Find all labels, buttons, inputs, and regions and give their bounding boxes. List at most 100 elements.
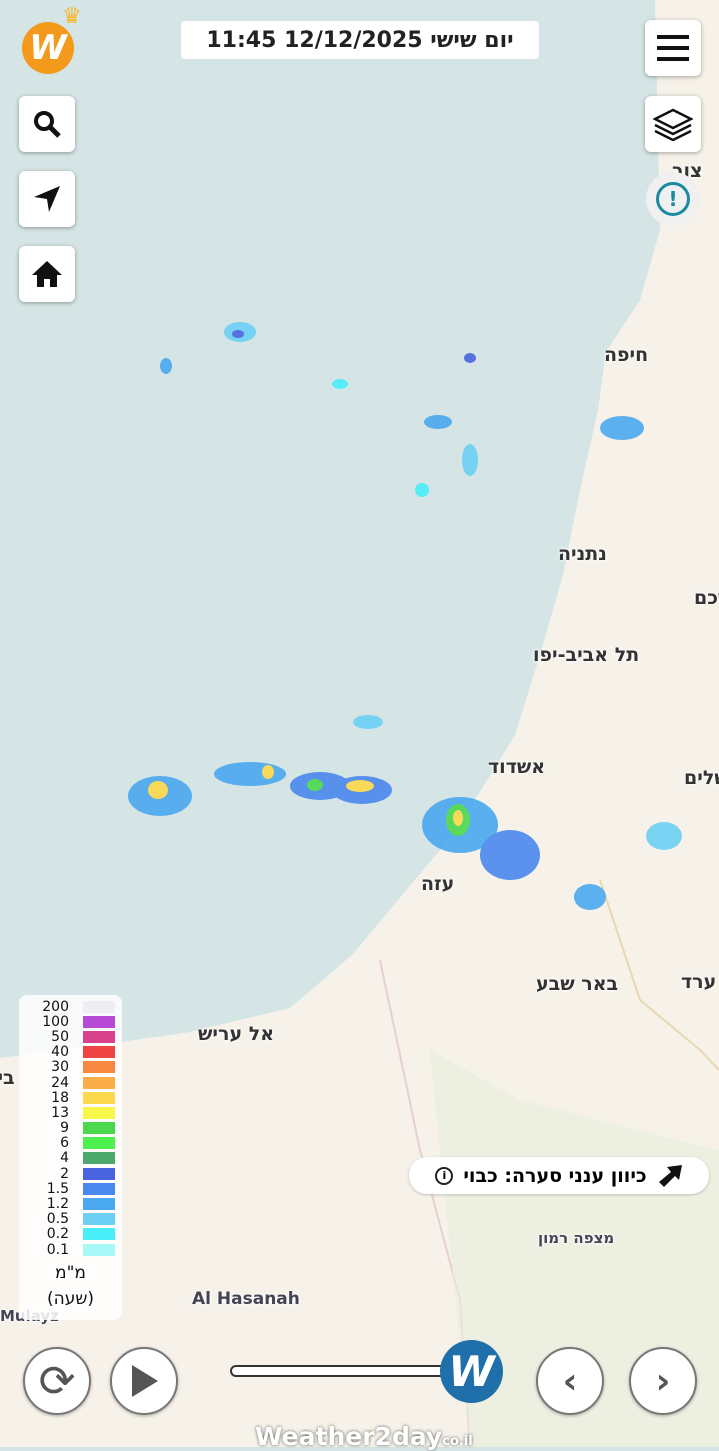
legend-swatch	[83, 1228, 115, 1241]
timeline-slider-handle[interactable]: W	[440, 1340, 503, 1403]
legend-value: 50	[51, 1028, 69, 1045]
app-logo[interactable]: W	[22, 22, 74, 74]
timeline-slider[interactable]	[230, 1365, 460, 1377]
menu-button[interactable]	[645, 20, 701, 76]
legend-value: 0.1	[46, 1241, 69, 1258]
legend-value: 9	[60, 1120, 69, 1137]
chevron-right-icon: ›	[655, 1360, 671, 1402]
city-label: מצפה רמון	[538, 1229, 615, 1247]
legend-row: 30	[25, 1060, 116, 1075]
legend-swatch	[83, 1106, 115, 1119]
legend-unit-time: (שעה)	[46, 1289, 95, 1310]
legend-value: 1.5	[46, 1180, 69, 1197]
storm-direction-toggle[interactable]: כיוון ענני סערה: כבוי i	[409, 1157, 709, 1194]
legend-row: 0.5	[25, 1212, 116, 1227]
legend-swatch	[83, 1000, 115, 1013]
brand-text: Weather2day	[255, 1422, 443, 1451]
legend-row: 40	[25, 1045, 116, 1060]
legend-row: 200	[25, 999, 116, 1014]
legend-swatch	[83, 1122, 115, 1135]
play-icon	[132, 1365, 158, 1397]
precipitation-legend: 200 100 50 40 30 24 18 13 9 6 4 2 1.5 1.2 0.5 0.2 0.1 מ"…	[19, 995, 122, 1320]
layers-button[interactable]	[645, 96, 701, 152]
legend-value: 30	[51, 1059, 69, 1076]
date-time-display: יום שישי 12/12/2025 11:45	[181, 21, 539, 59]
city-label: אל עריש	[198, 1023, 275, 1045]
radar-echoes	[128, 322, 682, 910]
home-icon	[32, 261, 62, 287]
legend-swatch	[83, 1213, 115, 1226]
menu-icon	[657, 35, 689, 61]
legend-row: 100	[25, 1014, 116, 1029]
legend-value: 200	[42, 998, 69, 1015]
legend-value: 1.2	[46, 1196, 69, 1213]
next-button[interactable]: ›	[629, 1347, 697, 1415]
home-button[interactable]	[19, 246, 75, 302]
legend-value: 4	[60, 1150, 69, 1167]
brand-watermark: Weather2dayco.il	[255, 1422, 473, 1451]
legend-row: 0.1	[25, 1242, 116, 1257]
city-label: ירושלים	[684, 767, 719, 789]
legend-row: 9	[25, 1121, 116, 1136]
refresh-icon: ⟳	[38, 1355, 76, 1407]
city-label: אשדוד	[488, 756, 546, 778]
legend-row: 4	[25, 1151, 116, 1166]
legend-swatch	[83, 1198, 115, 1211]
play-button[interactable]	[110, 1347, 178, 1415]
legend-row: 1.5	[25, 1181, 116, 1196]
legend-swatch	[83, 1182, 115, 1195]
legend-row: 2	[25, 1166, 116, 1181]
legend-swatch	[83, 1061, 115, 1074]
search-icon	[34, 111, 61, 138]
city-label: ערד	[681, 971, 717, 993]
legend-swatch	[83, 1167, 115, 1180]
navigation-arrow-icon	[34, 186, 60, 212]
refresh-button[interactable]: ⟳	[23, 1347, 91, 1415]
legend-swatch	[83, 1243, 115, 1256]
city-label: נתניה	[558, 543, 607, 565]
legend-swatch	[83, 1015, 115, 1028]
legend-swatch	[83, 1137, 115, 1150]
legend-swatch	[83, 1046, 115, 1059]
legend-value: 0.5	[46, 1211, 69, 1228]
city-label: Al Hasanah	[192, 1289, 300, 1309]
legend-value: 6	[60, 1135, 69, 1152]
legend-row: 13	[25, 1105, 116, 1120]
legend-value: 24	[51, 1074, 69, 1091]
city-label: באר שבע	[536, 973, 619, 995]
legend-row: 0.2	[25, 1227, 116, 1242]
brand-suffix: co.il	[442, 1434, 473, 1449]
legend-row: 18	[25, 1090, 116, 1105]
legend-swatch	[83, 1076, 115, 1089]
legend-row: 50	[25, 1029, 116, 1044]
previous-button[interactable]: ‹	[536, 1347, 604, 1415]
search-button[interactable]	[19, 96, 75, 152]
legend-row: 24	[25, 1075, 116, 1090]
legend-value: 100	[42, 1013, 69, 1030]
legend-value: 13	[51, 1104, 69, 1121]
locate-button[interactable]	[19, 171, 75, 227]
legend-swatch	[83, 1030, 115, 1043]
legend-value: 0.2	[46, 1226, 69, 1243]
crown-icon: ♛	[62, 4, 82, 29]
legend-row: 1.2	[25, 1196, 116, 1211]
legend-row: 6	[25, 1136, 116, 1151]
legend-value: 40	[51, 1044, 69, 1061]
city-label: חיפה	[604, 344, 649, 366]
legend-value: 18	[51, 1089, 69, 1106]
city-label: תל אביב-יפו	[533, 644, 640, 666]
legend-swatch	[83, 1091, 115, 1104]
city-label: שכם	[694, 587, 719, 609]
city-label: ביר	[0, 1067, 15, 1089]
info-icon[interactable]: i	[435, 1166, 454, 1185]
arrow-up-right-icon	[658, 1164, 682, 1187]
legend-swatch	[83, 1152, 115, 1165]
exclamation-icon: !	[656, 182, 690, 216]
legend-value: 2	[60, 1165, 69, 1182]
alert-button[interactable]: !	[646, 172, 700, 226]
city-label: עזה	[421, 873, 455, 895]
legend-unit: מ"מ	[55, 1263, 86, 1284]
chevron-left-icon: ‹	[562, 1360, 578, 1402]
storm-direction-label: כיוון ענני סערה: כבוי	[463, 1164, 647, 1187]
